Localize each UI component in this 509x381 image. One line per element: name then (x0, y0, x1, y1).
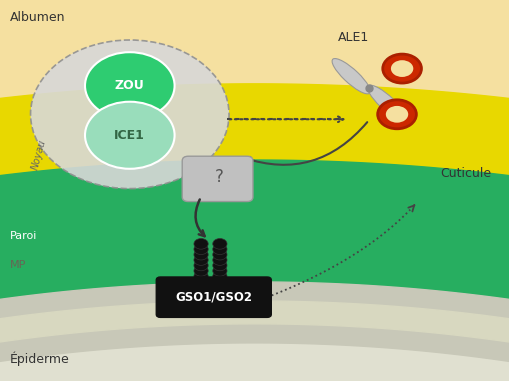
Polygon shape (0, 297, 509, 381)
Circle shape (213, 249, 227, 260)
Circle shape (85, 102, 175, 169)
Circle shape (194, 260, 208, 271)
Text: ALE1: ALE1 (338, 31, 370, 44)
Polygon shape (0, 297, 509, 381)
Circle shape (213, 260, 227, 271)
Circle shape (31, 40, 229, 189)
Circle shape (213, 239, 227, 249)
Polygon shape (0, 160, 509, 381)
Text: Noyau: Noyau (30, 139, 47, 171)
Circle shape (194, 271, 208, 282)
Circle shape (378, 100, 416, 129)
Text: Albumen: Albumen (10, 11, 66, 24)
Circle shape (213, 271, 227, 282)
Ellipse shape (332, 59, 371, 94)
FancyBboxPatch shape (156, 277, 271, 317)
Circle shape (391, 60, 413, 77)
Polygon shape (0, 328, 509, 381)
Text: ZOU: ZOU (115, 79, 145, 92)
Circle shape (213, 255, 227, 266)
Polygon shape (0, 301, 509, 381)
Circle shape (383, 54, 421, 83)
Text: MP: MP (10, 260, 26, 270)
Circle shape (194, 244, 208, 255)
Circle shape (194, 239, 208, 249)
Polygon shape (0, 84, 509, 381)
Text: GSO1/GSO2: GSO1/GSO2 (175, 291, 252, 304)
Circle shape (386, 106, 408, 123)
FancyBboxPatch shape (182, 156, 253, 202)
Circle shape (85, 52, 175, 119)
Text: Épiderme: Épiderme (10, 351, 70, 366)
Polygon shape (0, 282, 509, 381)
Text: Cuticule: Cuticule (440, 167, 491, 180)
Circle shape (194, 249, 208, 260)
Circle shape (213, 266, 227, 276)
Circle shape (213, 244, 227, 255)
Ellipse shape (367, 85, 406, 120)
Circle shape (194, 255, 208, 266)
Text: Paroi: Paroi (10, 231, 38, 241)
Text: ?: ? (214, 168, 223, 186)
Circle shape (194, 266, 208, 276)
Text: ICE1: ICE1 (115, 129, 145, 142)
